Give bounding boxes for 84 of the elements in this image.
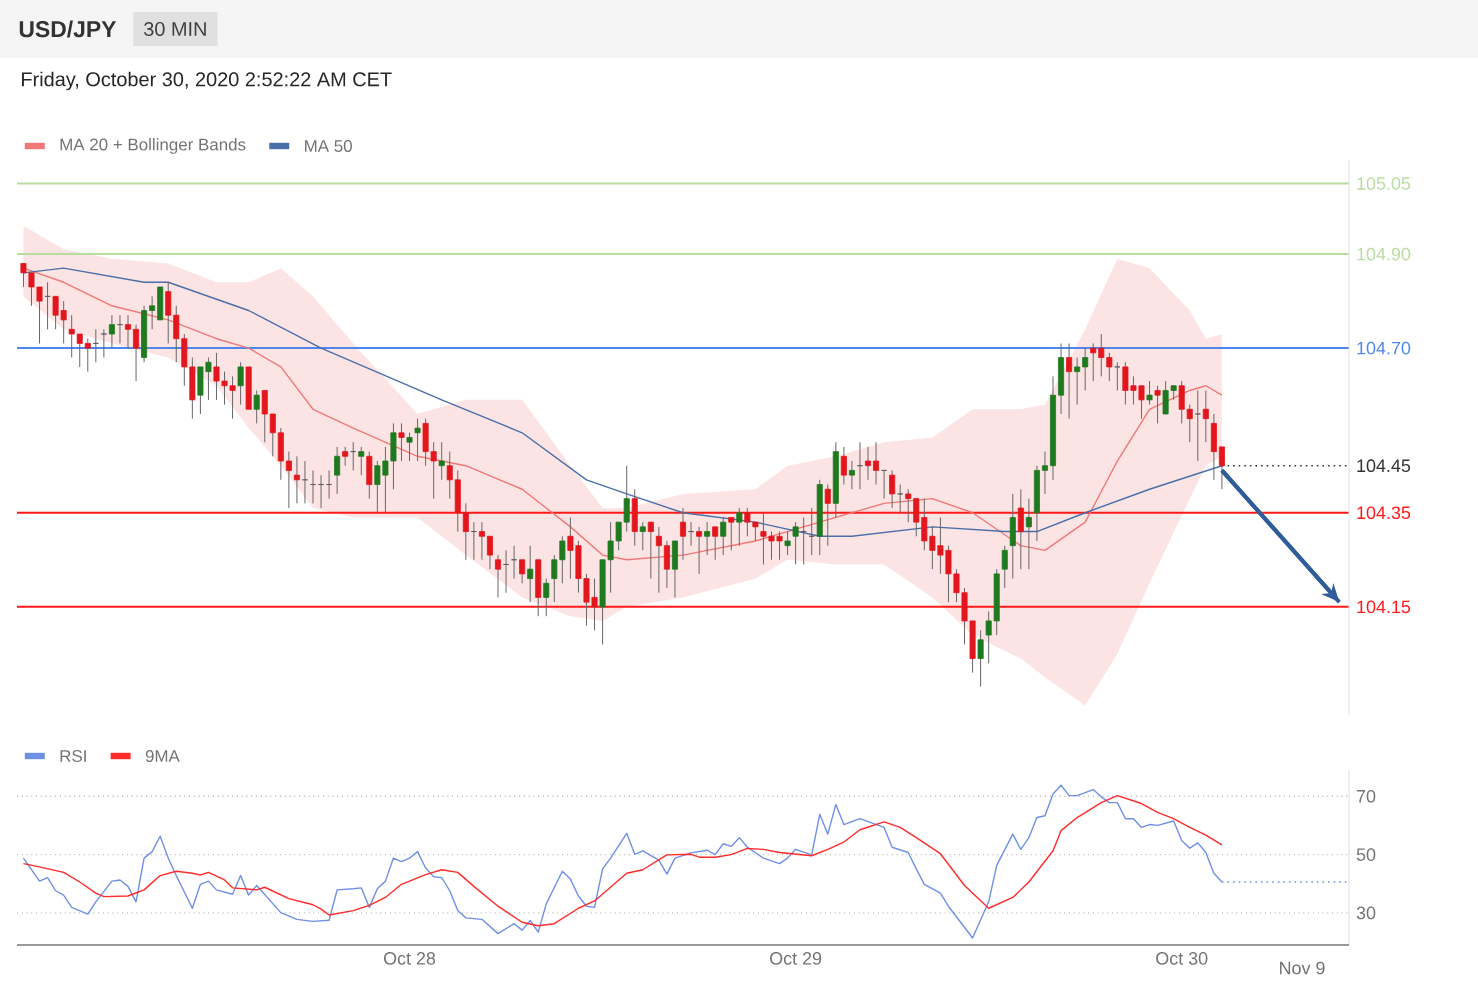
candlestick <box>495 554 501 598</box>
candlestick <box>1202 389 1209 443</box>
candlestick <box>358 446 365 476</box>
candlestick <box>696 526 703 575</box>
candlestick <box>680 507 686 561</box>
candlestick <box>84 338 91 373</box>
candlestick <box>253 389 260 424</box>
candlestick <box>784 531 791 556</box>
candlestick <box>149 295 156 330</box>
candlestick <box>438 441 445 481</box>
candlestick <box>414 418 421 462</box>
candlestick <box>824 484 831 547</box>
candlestick <box>293 455 300 504</box>
candlestick <box>1041 451 1048 495</box>
legend-label: RSI <box>60 750 86 762</box>
candlestick <box>840 446 847 486</box>
candlestick <box>977 629 984 688</box>
candlestick <box>446 451 453 500</box>
legend-label: MA 20 + Bollinger Bands <box>60 138 246 154</box>
candlestick <box>165 281 172 344</box>
y-tick-label: 104.35 <box>1357 506 1411 520</box>
x-tick-label: Oct 29 <box>770 952 822 965</box>
candlestick <box>1025 498 1032 570</box>
candlestick <box>639 521 646 551</box>
candlestick <box>269 413 276 457</box>
y-tick-label: 50 <box>1356 848 1376 861</box>
candlestick <box>728 516 735 551</box>
y-tick-label: 104.15 <box>1357 600 1411 614</box>
candlestick <box>1001 545 1008 589</box>
candlestick <box>865 446 871 481</box>
candlestick <box>100 328 107 359</box>
candlestick <box>1066 342 1073 420</box>
y-tick-label: 70 <box>1356 789 1376 803</box>
y-tick-label: 104.90 <box>1357 247 1411 261</box>
y-tick-label: 104.45 <box>1357 459 1411 473</box>
candlestick <box>462 502 469 561</box>
candlestick <box>848 460 855 490</box>
candlestick <box>1154 385 1161 424</box>
candlestick <box>237 361 244 406</box>
candlestick <box>663 540 670 589</box>
candlestick <box>478 521 485 561</box>
candlestick <box>334 446 341 495</box>
candlestick <box>1194 389 1201 462</box>
text: Friday, October 30, 2020 2:52:22 AM CET <box>22 71 392 91</box>
candlestick <box>905 488 912 523</box>
candlestick <box>792 521 799 565</box>
candlestick <box>720 516 727 556</box>
candlestick <box>1146 380 1153 406</box>
candlestick <box>1114 361 1121 391</box>
candlestick <box>285 451 292 509</box>
candlestick <box>1074 357 1081 406</box>
candlestick <box>406 432 413 462</box>
candlestick <box>1017 488 1024 570</box>
candlestick <box>647 521 654 580</box>
candlestick <box>1082 347 1089 391</box>
candlestick <box>736 507 743 547</box>
candlestick <box>398 422 405 462</box>
candlestick <box>519 559 526 584</box>
text: Nov 9 <box>1280 961 1325 975</box>
candlestick <box>712 526 719 561</box>
candlestick <box>1090 342 1097 382</box>
candlestick <box>889 469 896 509</box>
candlestick <box>704 521 711 556</box>
x-tick-label: Oct 28 <box>383 952 436 965</box>
candlestick <box>527 545 534 603</box>
chart-subtitle: 30 MIN <box>144 21 206 37</box>
candlestick <box>261 389 268 443</box>
candlestick <box>342 446 349 467</box>
candlestick <box>486 535 493 570</box>
x-tick-label: Oct 30 <box>1156 952 1208 965</box>
candlestick <box>125 314 131 349</box>
y-tick-label: 104.70 <box>1357 341 1411 355</box>
candlestick <box>543 578 550 617</box>
candlestick <box>133 324 140 382</box>
candlestick <box>1218 446 1225 490</box>
candlestick <box>108 314 115 349</box>
legend-label: MA 50 <box>305 140 352 152</box>
legend-label: 9MA <box>145 750 180 762</box>
y-tick-label: 105.05 <box>1357 177 1411 190</box>
candlestick <box>655 526 662 594</box>
y-tick-label: 30 <box>1356 906 1376 920</box>
candlestick <box>873 441 880 486</box>
candlestick <box>897 484 904 514</box>
chart-title: USD/JPY <box>19 20 117 38</box>
